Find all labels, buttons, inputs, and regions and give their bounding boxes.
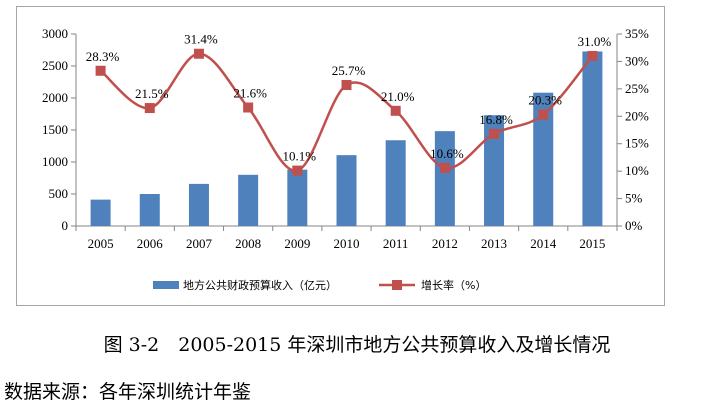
growth-rate-marker <box>95 65 106 76</box>
revenue-bar <box>139 194 160 226</box>
growth-rate-marker <box>489 128 500 139</box>
growth-rate-data-label: 31.0% <box>578 34 612 49</box>
x-tick-label: 2008 <box>235 236 261 251</box>
growth-rate-marker <box>341 80 352 91</box>
growth-rate-marker <box>439 162 450 173</box>
revenue-bar <box>434 131 455 226</box>
x-tick-label: 2007 <box>186 236 213 251</box>
left-tick-label: 3000 <box>42 26 68 41</box>
legend-line-marker <box>392 280 402 290</box>
revenue-bar <box>533 92 554 226</box>
left-tick-label: 0 <box>62 218 69 233</box>
data-source-note: 数据来源：各年深圳统计年鉴 <box>4 381 252 403</box>
growth-rate-data-label: 16.8% <box>479 112 513 127</box>
x-tick-label: 2013 <box>481 236 507 251</box>
legend-bar-label: 地方公共财政预算收入（亿元） <box>183 278 337 292</box>
growth-rate-data-label: 25.7% <box>332 63 366 78</box>
right-tick-label: 25% <box>625 81 649 96</box>
revenue-bar <box>188 183 209 226</box>
x-tick-label: 2015 <box>579 236 605 251</box>
growth-rate-marker <box>390 105 401 116</box>
x-tick-label: 2006 <box>137 236 164 251</box>
revenue-bar <box>336 155 357 226</box>
revenue-bar <box>90 199 111 226</box>
revenue-bar <box>385 140 406 226</box>
x-tick-label: 2010 <box>334 236 360 251</box>
legend-line-label: 增长率（%） <box>421 278 486 292</box>
growth-rate-data-label: 31.4% <box>184 32 218 47</box>
growth-rate-data-label: 21.0% <box>381 89 415 104</box>
growth-rate-marker <box>243 102 254 113</box>
revenue-bar <box>287 169 308 226</box>
left-tick-label: 2500 <box>42 58 68 73</box>
figure-caption: 图 3-2 2005-2015 年深圳市地方公共预算收入及增长情况 <box>103 334 611 356</box>
growth-rate-marker <box>144 103 155 114</box>
growth-rate-data-label: 21.5% <box>135 86 169 101</box>
right-tick-label: 30% <box>625 53 649 68</box>
left-tick-label: 500 <box>49 186 69 201</box>
growth-rate-data-label: 20.3% <box>528 93 562 108</box>
right-tick-label: 0% <box>625 218 643 233</box>
right-tick-label: 35% <box>625 26 649 41</box>
x-tick-label: 2012 <box>432 236 458 251</box>
left-tick-label: 2000 <box>42 90 68 105</box>
revenue-bar <box>238 174 259 226</box>
combo-chart: 0 500 1000 1500 2000 2500 3000 0% 5% 10% 15% 20% 25%… <box>42 26 649 292</box>
x-tick-label: 2011 <box>383 236 409 251</box>
right-tick-label: 20% <box>625 108 649 123</box>
revenue-bar <box>484 115 505 226</box>
legend-bar-swatch <box>153 281 179 289</box>
growth-rate-data-label: 10.1% <box>283 149 317 164</box>
left-tick-label: 1000 <box>42 154 68 169</box>
right-tick-label: 10% <box>625 163 649 178</box>
right-tick-label: 5% <box>625 191 643 206</box>
revenue-bar <box>582 51 603 226</box>
x-tick-label: 2014 <box>530 236 557 251</box>
left-tick-label: 1500 <box>42 122 68 137</box>
growth-rate-data-label: 10.6% <box>430 146 464 161</box>
growth-rate-data-label: 28.3% <box>86 49 120 64</box>
chart-area: 0 500 1000 1500 2000 2500 3000 0% 5% 10% 15% 20% 25%… <box>16 6 665 306</box>
x-tick-label: 2005 <box>88 236 114 251</box>
growth-rate-line <box>99 52 594 172</box>
growth-rate-data-label: 21.6% <box>233 86 267 101</box>
growth-rate-marker <box>538 109 549 120</box>
x-tick-label: 2009 <box>284 236 310 251</box>
growth-rate-marker <box>587 50 598 61</box>
growth-rate-marker <box>193 48 204 59</box>
right-tick-label: 15% <box>625 136 649 151</box>
growth-rate-marker <box>292 165 303 176</box>
